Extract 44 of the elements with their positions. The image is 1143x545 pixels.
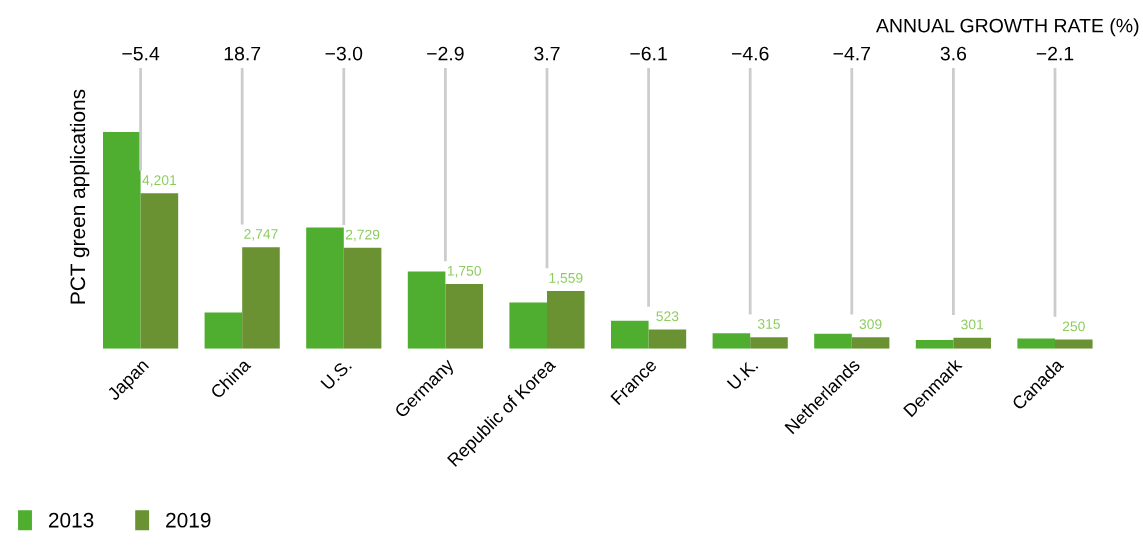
text: −2.1 <box>1036 46 1074 61</box>
text: −2.9 <box>427 46 464 61</box>
data-label: 4,201 <box>142 175 177 187</box>
bar <box>140 193 179 349</box>
text: −5.4 <box>122 46 160 61</box>
text: −6.1 <box>630 46 667 61</box>
bar <box>750 337 788 349</box>
bar <box>712 333 751 349</box>
bar <box>204 312 243 349</box>
data-label: 1,750 <box>447 265 482 278</box>
bar <box>343 247 382 349</box>
text: ANNUAL GROWTH RATE (%) <box>876 18 1139 37</box>
legend-label: 2019 <box>166 512 211 528</box>
legend-label: 2013 <box>48 512 94 528</box>
data-label: 301 <box>961 319 984 330</box>
bar <box>611 320 649 349</box>
bar <box>445 284 483 349</box>
x-tick-label: U.S. <box>320 358 352 391</box>
data-label: 1,559 <box>549 272 583 285</box>
y-axis-title: PCT green applications <box>69 89 90 304</box>
bar <box>814 333 852 349</box>
data-label: 2,747 <box>244 229 278 241</box>
text: 18.7 <box>224 46 261 61</box>
bar <box>953 337 991 349</box>
bar <box>509 302 547 349</box>
x-tick-label: U.K. <box>726 358 759 391</box>
bar <box>103 131 141 349</box>
bar <box>1017 338 1055 349</box>
text: 3.6 <box>940 46 967 61</box>
data-label: 250 <box>1062 321 1085 332</box>
text: 3.7 <box>534 46 560 61</box>
text: −3.0 <box>325 46 363 61</box>
bar <box>306 227 344 349</box>
text: −4.6 <box>731 46 769 61</box>
bar <box>648 329 687 349</box>
data-label: 523 <box>656 311 679 322</box>
bar <box>851 337 890 349</box>
data-label: 2,729 <box>345 229 380 242</box>
bar <box>546 291 585 349</box>
data-label: 315 <box>757 319 780 329</box>
data-label: 309 <box>859 319 882 330</box>
text: −4.7 <box>833 46 871 61</box>
bar <box>242 247 280 349</box>
bar <box>407 271 446 349</box>
